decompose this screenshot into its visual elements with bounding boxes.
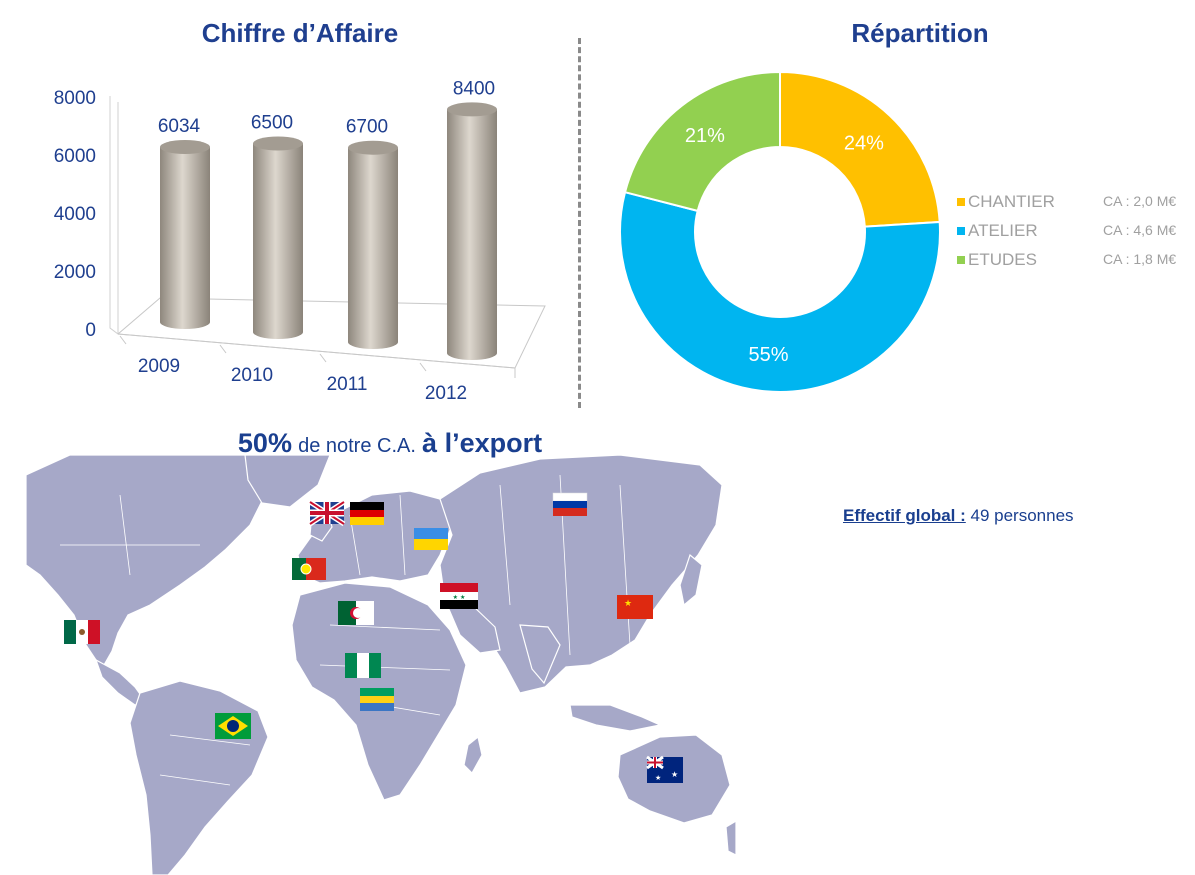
indonesia-land <box>569 704 662 732</box>
staff-count: Effectif global : 49 personnes <box>843 506 1074 526</box>
algeria-flag <box>338 601 374 625</box>
bar-2010 <box>253 136 303 339</box>
donut-slice-atelier <box>619 190 941 393</box>
uk-flag <box>308 499 346 527</box>
china-flag: ★ <box>617 595 653 619</box>
bar-value-label: 6034 <box>158 116 201 137</box>
svg-text:★ ★: ★ ★ <box>453 594 466 601</box>
x-tick-label: 2010 <box>231 365 273 386</box>
portugal-flag <box>292 558 326 580</box>
y-tick-label: 0 <box>85 320 96 341</box>
iraq-flag: ★ ★ <box>440 583 478 609</box>
legend-annotation: CA : 2,0 M€ <box>1103 193 1176 209</box>
svg-text:★: ★ <box>655 774 661 782</box>
dashed-divider <box>578 38 581 408</box>
legend-annotation: CA : 1,8 M€ <box>1103 251 1176 267</box>
bar-back-wall <box>109 96 119 335</box>
staff-value: 49 personnes <box>970 506 1074 525</box>
nigeria-flag <box>345 653 381 678</box>
brazil-flag <box>215 713 251 739</box>
mexico-flag <box>64 620 100 644</box>
export-end-text: à l’export <box>422 428 543 458</box>
bar-body <box>447 109 497 361</box>
staff-label: Effectif global : <box>843 506 966 525</box>
ukraine-flag <box>414 528 448 550</box>
bar-2012 <box>447 102 497 361</box>
legend-annotation: CA : 4,6 M€ <box>1103 222 1176 238</box>
russia-flag <box>552 492 588 516</box>
japan-land <box>679 553 703 607</box>
greenland-land <box>244 455 331 508</box>
germany-flag <box>350 502 384 525</box>
bar-body <box>253 143 303 339</box>
x-tick-label: 2009 <box>138 356 180 377</box>
donut-chart-title: Répartition <box>851 18 989 48</box>
donut-slice-chantier <box>779 70 941 228</box>
australia-flag: ★ ★ <box>646 755 683 783</box>
svg-text:★: ★ <box>624 599 632 609</box>
donut-value-label: 21% <box>685 125 725 147</box>
y-tick-label: 8000 <box>54 88 96 109</box>
bar-chart: 0 2000 4000 6000 8000 6034 2009 6500 2010 6700 201… <box>54 78 546 404</box>
export-percent: 50% <box>237 428 292 458</box>
svg-text:★: ★ <box>671 770 678 779</box>
legend-swatch-etudes <box>957 256 965 264</box>
donut-value-label: 55% <box>748 344 788 366</box>
bar-value-label: 6700 <box>346 117 388 138</box>
bar-top <box>348 140 398 155</box>
madagascar-land <box>463 735 483 774</box>
donut-chart: 24% 55% 21% CHANTIER CA : 2,0 M€ ATELIER CA : … <box>619 70 1176 393</box>
bar-top <box>447 102 497 117</box>
bar-body <box>160 147 210 329</box>
bar-value-label: 6500 <box>251 113 293 134</box>
donut-value-label: 24% <box>844 133 884 155</box>
legend-label: CHANTIER <box>968 192 1055 211</box>
bar-value-label: 8400 <box>453 78 495 99</box>
gabon-flag <box>360 688 394 711</box>
world-map: ★ ★ ★ ★ ★ <box>26 455 736 875</box>
north-america-land <box>26 455 301 666</box>
legend-swatch-atelier <box>957 227 965 235</box>
y-tick-label: 4000 <box>54 204 96 225</box>
bar-chart-title: Chiffre d’Affaire <box>201 18 399 48</box>
bar-top <box>160 140 210 155</box>
bar-top <box>253 136 303 151</box>
india-land <box>519 624 561 685</box>
south-america-land <box>129 680 269 875</box>
donut-slice-etudes <box>623 70 781 213</box>
new-zealand-land <box>725 820 736 856</box>
legend-label: ATELIER <box>968 221 1038 240</box>
export-caption: 50% de notre C.A. à l’export <box>150 428 630 459</box>
y-tick-label: 6000 <box>54 146 96 167</box>
bar-2011 <box>348 140 398 349</box>
asia-land <box>439 455 723 694</box>
x-tick-label: 2011 <box>327 374 368 395</box>
x-tick-label: 2012 <box>425 383 467 404</box>
bar-2009 <box>160 140 210 329</box>
bar-floor-edge <box>117 333 516 378</box>
export-middle-text: de notre C.A. <box>298 435 416 457</box>
legend-swatch-chantier <box>957 198 965 206</box>
y-tick-label: 2000 <box>54 262 96 283</box>
bar-body <box>348 147 398 349</box>
legend-label: ETUDES <box>968 250 1037 269</box>
